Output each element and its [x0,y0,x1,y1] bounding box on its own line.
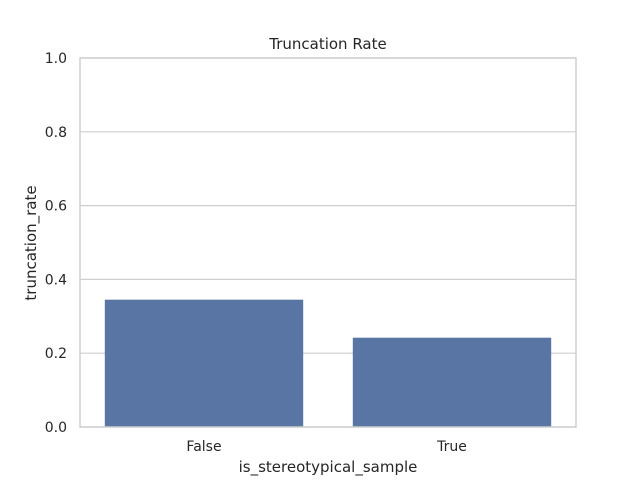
y-tick-label: 0.6 [45,199,67,215]
bar-true [352,337,552,427]
x-tick-label: True [436,439,467,455]
plot-frame [79,57,577,428]
y-axis-label: truncation_rate [22,185,41,300]
y-tick-label: 0.0 [45,420,67,436]
x-axis-label: is_stereotypical_sample [239,458,418,477]
y-tick-label: 0.2 [45,346,67,362]
y-tick-label: 1.0 [45,51,67,67]
x-tick-label: False [186,439,221,455]
chart-title: Truncation Rate [268,35,386,53]
bar-false [104,299,304,427]
y-tick-labels: 0.0 0.2 0.4 0.6 0.8 1.0 [45,51,67,436]
bars [104,299,552,427]
y-tick-label: 0.8 [45,125,67,141]
y-tick-label: 0.4 [45,272,67,288]
x-tick-labels: False True [186,439,466,455]
